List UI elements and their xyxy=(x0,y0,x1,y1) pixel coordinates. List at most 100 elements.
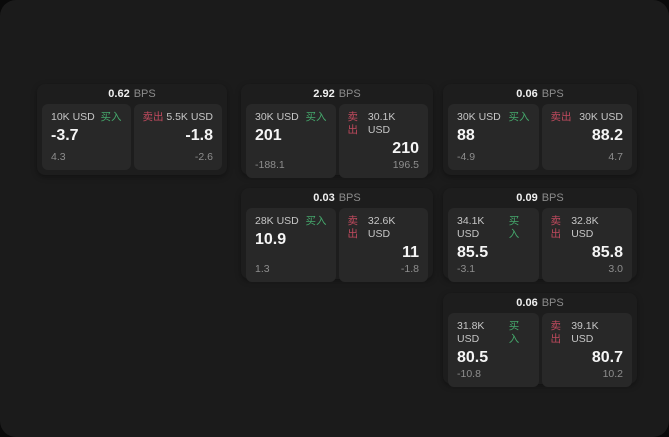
bps-label: BPS xyxy=(133,88,156,100)
bps-label: BPS xyxy=(541,192,564,204)
buy-panel[interactable]: 34.1K USD 买入 85.5 -3.1 xyxy=(448,208,539,282)
bps-value: 0.62 xyxy=(108,88,130,100)
sell-tag: 卖出 xyxy=(142,111,164,123)
bps-value: 0.09 xyxy=(516,192,538,204)
buy-delta: -4.9 xyxy=(457,151,476,163)
sell-delta: 4.7 xyxy=(608,151,623,163)
sell-panel[interactable]: 卖出 39.1K USD 80.7 10.2 xyxy=(541,313,632,387)
sell-tag: 卖出 xyxy=(550,320,562,345)
sell-size: 32.8K USD xyxy=(571,215,599,240)
buy-size: 28K USD xyxy=(255,215,299,227)
buy-price: 88 xyxy=(457,127,475,144)
sell-price: 80.7 xyxy=(591,349,623,366)
quote-panels: 28K USD 买入 10.9 1.3 卖出 32.6K USD 11 -1.8 xyxy=(246,208,428,282)
buy-panel[interactable]: 10K USD 买入 -3.7 4.3 xyxy=(42,104,131,170)
buy-size: 34.1K USD xyxy=(457,215,485,240)
buy-panel[interactable]: 31.8K USD 买入 80.5 -10.8 xyxy=(448,313,539,387)
sell-price: 11 xyxy=(402,244,419,261)
quote-card: 0.03 BPS 28K USD 买入 10.9 1.3 卖出 32.6K US… xyxy=(241,188,433,282)
buy-tag: 买入 xyxy=(305,111,327,123)
buy-panel-top: 30K USD 买入 xyxy=(255,111,327,124)
buy-size: 31.8K USD xyxy=(457,320,485,345)
bps-value: 2.92 xyxy=(313,88,335,100)
sell-delta: -2.6 xyxy=(194,151,213,163)
sell-panel-top: 卖出 39.1K USD xyxy=(551,320,624,346)
bps-value: 0.06 xyxy=(516,297,538,309)
bps-header: 0.62 BPS xyxy=(42,84,222,104)
sell-panel[interactable]: 卖出 30.1K USD 210 196.5 xyxy=(338,104,428,178)
sell-price: 210 xyxy=(392,140,419,157)
quote-panels: 30K USD 买入 88 -4.9 卖出 30K USD 88.2 4.7 xyxy=(448,104,632,170)
bps-value: 0.06 xyxy=(516,88,538,100)
buy-price: -3.7 xyxy=(51,127,79,144)
sell-delta: 3.0 xyxy=(608,263,623,275)
buy-delta: -10.8 xyxy=(457,368,481,380)
buy-panel-top: 31.8K USD 买入 xyxy=(457,320,530,346)
sell-tag: 卖出 xyxy=(347,215,359,240)
buy-panel[interactable]: 30K USD 买入 88 -4.9 xyxy=(448,104,539,170)
sell-panel-top: 卖出 30K USD xyxy=(551,111,624,124)
quote-panels: 10K USD 买入 -3.7 4.3 卖出 5.5K USD -1.8 -2.… xyxy=(42,104,222,170)
sell-size: 32.6K USD xyxy=(367,215,396,240)
sell-tag: 卖出 xyxy=(347,111,359,136)
bps-header: 2.92 BPS xyxy=(246,84,428,104)
sell-panel[interactable]: 卖出 32.8K USD 85.8 3.0 xyxy=(541,208,632,282)
sell-delta: 196.5 xyxy=(392,159,419,171)
buy-price: 201 xyxy=(255,127,282,144)
sell-panel-top: 卖出 30.1K USD xyxy=(348,111,420,137)
sell-size: 30.1K USD xyxy=(367,111,396,136)
sell-panel-top: 卖出 32.8K USD xyxy=(551,215,624,241)
buy-size: 30K USD xyxy=(457,111,501,123)
sell-panel[interactable]: 卖出 32.6K USD 11 -1.8 xyxy=(338,208,428,282)
buy-size: 10K USD xyxy=(51,111,95,123)
buy-panel[interactable]: 30K USD 买入 201 -188.1 xyxy=(246,104,336,178)
bps-label: BPS xyxy=(338,88,361,100)
sell-panel-top: 卖出 5.5K USD xyxy=(143,111,214,124)
buy-delta: -188.1 xyxy=(255,159,285,171)
sell-panel[interactable]: 卖出 5.5K USD -1.8 -2.6 xyxy=(133,104,222,170)
sell-price: 88.2 xyxy=(591,127,623,144)
sell-delta: -1.8 xyxy=(400,263,419,275)
sell-tag: 卖出 xyxy=(550,111,572,123)
quote-panels: 34.1K USD 买入 85.5 -3.1 卖出 32.8K USD 85.8… xyxy=(448,208,632,282)
quote-panels: 30K USD 买入 201 -188.1 卖出 30.1K USD 210 1… xyxy=(246,104,428,178)
sell-price: -1.8 xyxy=(185,127,213,144)
quote-card: 0.06 BPS 31.8K USD 买入 80.5 -10.8 卖出 39.1… xyxy=(443,293,637,387)
bps-header: 0.06 BPS xyxy=(448,293,632,313)
quote-card: 0.62 BPS 10K USD 买入 -3.7 4.3 卖出 5.5K USD… xyxy=(37,84,227,175)
sell-panel[interactable]: 卖出 30K USD 88.2 4.7 xyxy=(541,104,632,170)
buy-price: 85.5 xyxy=(457,244,489,261)
bps-header: 0.09 BPS xyxy=(448,188,632,208)
buy-tag: 买入 xyxy=(508,215,520,240)
quote-card: 2.92 BPS 30K USD 买入 201 -188.1 卖出 30.1K … xyxy=(241,84,433,178)
sell-size: 5.5K USD xyxy=(166,111,213,123)
buy-panel[interactable]: 28K USD 买入 10.9 1.3 xyxy=(246,208,336,282)
quote-card: 0.06 BPS 30K USD 买入 88 -4.9 卖出 30K USD 8… xyxy=(443,84,637,175)
buy-panel-top: 30K USD 买入 xyxy=(457,111,530,124)
sell-tag: 卖出 xyxy=(550,215,562,240)
sell-size: 30K USD xyxy=(579,111,623,123)
buy-size: 30K USD xyxy=(255,111,299,123)
bps-value: 0.03 xyxy=(313,192,335,204)
sell-delta: 10.2 xyxy=(602,368,623,380)
bps-label: BPS xyxy=(541,297,564,309)
quote-card: 0.09 BPS 34.1K USD 买入 85.5 -3.1 卖出 32.8K… xyxy=(443,188,637,282)
quote-panels: 31.8K USD 买入 80.5 -10.8 卖出 39.1K USD 80.… xyxy=(448,313,632,387)
bps-label: BPS xyxy=(541,88,564,100)
buy-price: 10.9 xyxy=(255,231,287,248)
buy-panel-top: 10K USD 买入 xyxy=(51,111,122,124)
buy-tag: 买入 xyxy=(100,111,122,123)
buy-delta: 1.3 xyxy=(255,263,270,275)
bps-header: 0.06 BPS xyxy=(448,84,632,104)
sell-size: 39.1K USD xyxy=(571,320,599,345)
buy-panel-top: 28K USD 买入 xyxy=(255,215,327,228)
buy-tag: 买入 xyxy=(508,320,520,345)
buy-panel-top: 34.1K USD 买入 xyxy=(457,215,530,241)
buy-delta: 4.3 xyxy=(51,151,66,163)
buy-tag: 买入 xyxy=(305,215,327,227)
buy-delta: -3.1 xyxy=(457,263,476,275)
buy-price: 80.5 xyxy=(457,349,489,366)
bps-label: BPS xyxy=(338,192,361,204)
buy-tag: 买入 xyxy=(508,111,530,123)
